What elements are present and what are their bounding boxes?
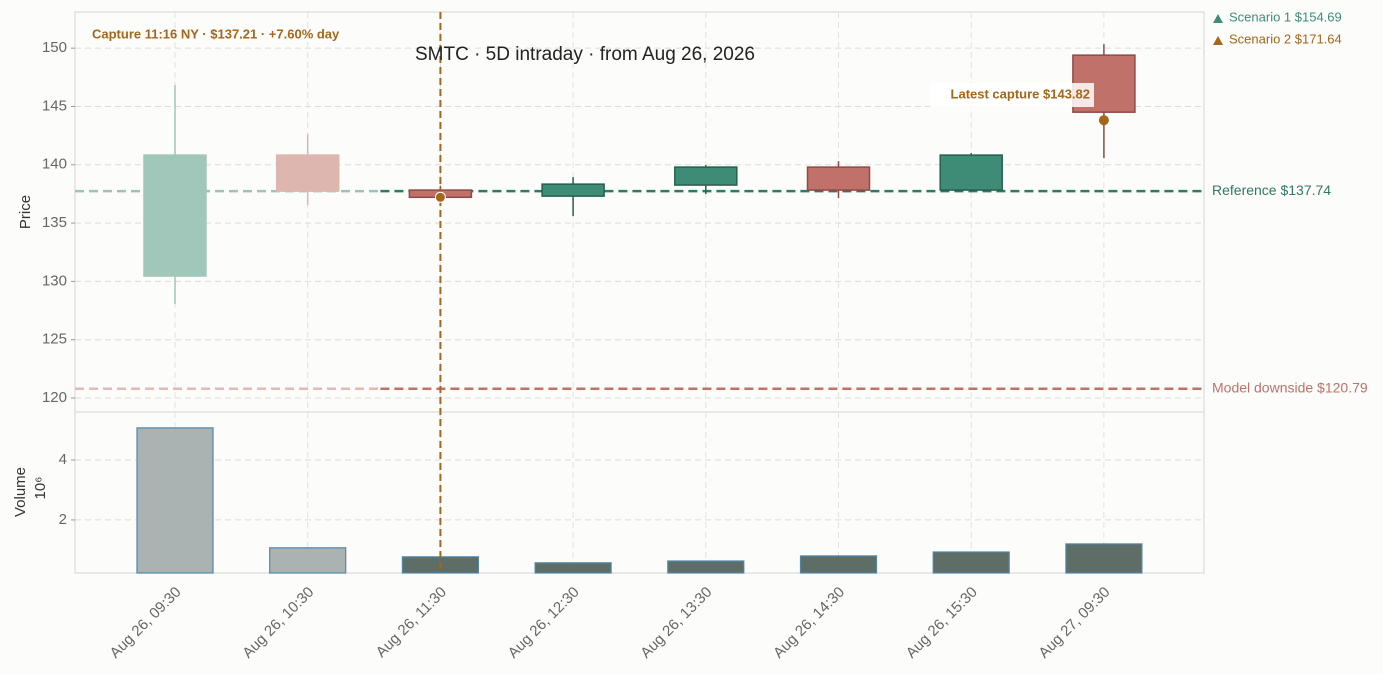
y-tick-label: 145	[42, 97, 67, 114]
candle-body	[939, 154, 1003, 191]
latest-label-bg	[930, 83, 1094, 107]
volume-bar	[667, 560, 745, 574]
volume-bar	[1065, 543, 1143, 574]
downside-label: Model downside $120.79	[1212, 379, 1368, 395]
volume-scale-label: 10⁶	[32, 477, 49, 500]
volume-bar	[932, 551, 1010, 574]
y-tick-label: 150	[42, 39, 67, 56]
candle-body	[275, 154, 340, 192]
candle-body	[143, 154, 207, 277]
y-tick-label: 2	[59, 511, 67, 528]
reference-label: Reference $137.74	[1212, 182, 1331, 198]
y-tick-label: 120	[42, 389, 67, 406]
y-tick-label: 140	[42, 156, 67, 173]
candle-body	[541, 183, 605, 197]
y-tick-label: 125	[42, 331, 67, 348]
scenario-marker	[1213, 14, 1223, 23]
candle-body	[806, 166, 871, 191]
x-tick-label: Aug 26, 15:30	[903, 584, 981, 662]
x-tick-label: Aug 26, 13:30	[637, 584, 715, 662]
price-panel	[74, 11, 1205, 413]
y-axis-label: Price	[17, 195, 34, 229]
volume-panel	[74, 411, 1205, 574]
volume-bar	[799, 555, 878, 574]
volume-bar	[534, 562, 612, 574]
volume-axis-label: Volume	[12, 467, 29, 517]
scenario-marker	[1213, 36, 1223, 45]
scenario-label: Scenario 1 $154.69	[1229, 9, 1342, 24]
x-tick-label: Aug 26, 12:30	[505, 584, 583, 662]
chart-title: SMTC · 5D intraday · from Aug 26, 2026	[415, 44, 755, 65]
y-tick-label: 130	[42, 272, 67, 289]
latest-label: Latest capture $143.82	[951, 86, 1090, 101]
latest-marker	[1098, 115, 1109, 126]
candle-body	[674, 166, 738, 186]
volume-bar	[269, 547, 347, 574]
x-tick-label: Aug 26, 11:30	[373, 584, 450, 661]
scenario-label: Scenario 2 $171.64	[1229, 31, 1342, 46]
y-tick-label: 135	[42, 214, 67, 231]
capture-marker	[434, 191, 446, 203]
x-tick-label: Aug 26, 14:30	[770, 584, 848, 662]
x-tick-label: Aug 27, 09:30	[1035, 584, 1113, 662]
x-tick-label: Aug 26, 10:30	[239, 584, 317, 662]
capture-label: Capture 11:16 NY · $137.21 · +7.60% day	[92, 26, 340, 41]
volume-bar	[136, 427, 214, 574]
y-tick-label: 4	[59, 451, 67, 468]
x-tick-label: Aug 26, 09:30	[107, 584, 185, 662]
